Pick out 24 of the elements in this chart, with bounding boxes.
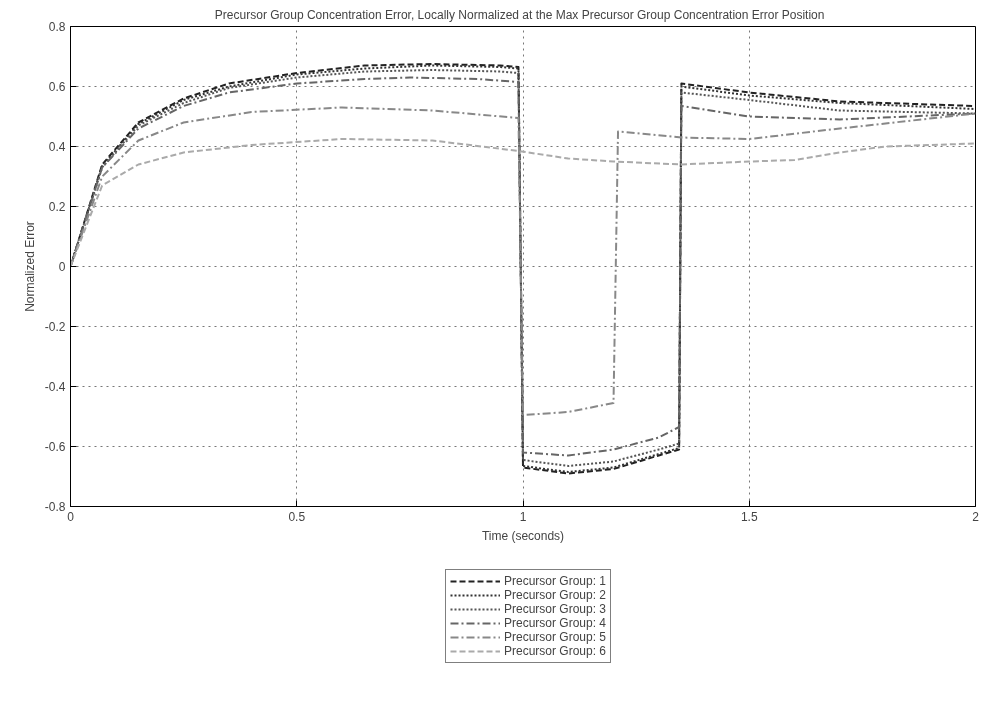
line-series [70,106,976,416]
y-tick-label: -0.4 [44,380,66,394]
legend-label: Precursor Group: 3 [504,602,607,616]
y-tick-label: 0 [58,260,66,274]
x-tick-label: 0.5 [288,509,306,524]
line-series [70,138,976,268]
y-tick-label: 0.2 [48,200,66,214]
x-axis-title: Time (seconds) [481,528,565,543]
x-tick-label: 1.5 [740,509,758,524]
y-tick-label: -0.8 [44,500,66,514]
legend-label: Precursor Group: 4 [504,616,607,630]
y-tick-label: -0.6 [44,440,66,454]
chart-title: Precursor Group Concentration Error, Locally Normalized at the Max Precursor Group Concentration Error Position [214,7,825,22]
y-tick-label: 0.6 [48,80,66,94]
y-tick-label: 0.8 [48,20,66,34]
x-tick-label: 1 [519,509,527,524]
legend-label: Precursor Group: 1 [504,574,607,588]
legend-label: Precursor Group: 5 [504,630,607,644]
x-tick-label: 2 [972,509,980,524]
y-tick-label: -0.2 [44,320,66,334]
legend-label: Precursor Group: 2 [504,588,607,602]
y-axis-title: Normalized Error [22,221,37,312]
legend-label: Precursor Group: 6 [504,644,607,658]
y-tick-label: 0.4 [48,140,66,154]
